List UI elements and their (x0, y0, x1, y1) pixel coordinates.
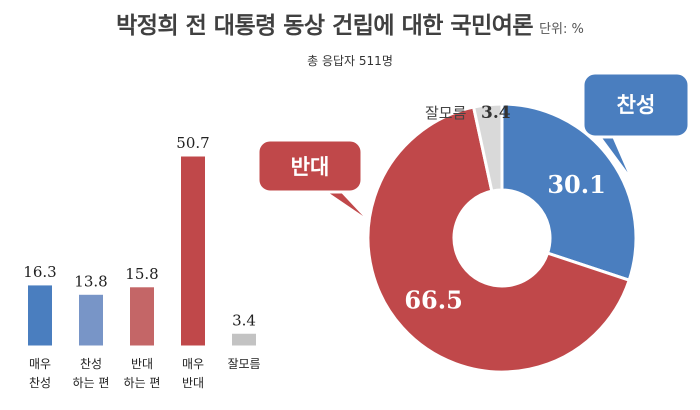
bar-value-label-0: 16.3 (23, 263, 56, 281)
donut-slice-label-2: 잘모름 (425, 104, 467, 122)
bar-value-label-4: 3.4 (232, 311, 256, 329)
donut-value-label-1: 66.5 (404, 285, 462, 314)
bar-category-label-2-1: 하는 편 (124, 376, 161, 390)
bar-3 (180, 155, 206, 347)
donut-value-label-2: 3.4 (481, 103, 511, 123)
bar-4 (231, 332, 257, 347)
bar-2 (129, 286, 155, 347)
donut-slice-2 (471, 102, 504, 193)
bar-category-label-3-1: 반대 (182, 376, 204, 390)
bar-category-label-0-0: 매우 (29, 357, 51, 371)
donut-slice-0 (500, 102, 638, 283)
bar-value-label-1: 13.8 (74, 272, 107, 290)
chart-title: 박정희 전 대통령 동상 건립에 대한 국민여론 (116, 13, 534, 39)
bar-category-label-0-1: 찬성 (29, 375, 51, 390)
bar-value-label-3: 50.7 (176, 134, 209, 152)
unit-label: 단위: % (539, 22, 584, 37)
bar-category-label-2-0: 반대 (131, 357, 153, 371)
bar-0 (27, 284, 53, 347)
donut-slice-1 (366, 105, 632, 374)
bar-category-label-3-0: 매우 (182, 357, 204, 371)
callout-box-0 (581, 71, 691, 139)
bar-category-label-1-0: 찬성 (80, 356, 102, 371)
callout-box-1 (256, 138, 364, 194)
respondent-count: 총 응답자 511명 (307, 54, 393, 68)
callout-label-1: 반대 (291, 155, 330, 179)
bar-category-label-1-1: 하는 편 (73, 376, 110, 390)
callout-label-0: 찬성 (617, 93, 656, 117)
bar-1 (78, 293, 104, 347)
donut-value-label-0: 30.1 (547, 170, 605, 199)
bar-category-label-4-0: 잘모름 (227, 357, 260, 371)
chart-title-row: 박정희 전 대통령 동상 건립에 대한 국민여론 단위: % (0, 6, 700, 40)
bar-value-label-2: 15.8 (125, 265, 158, 283)
